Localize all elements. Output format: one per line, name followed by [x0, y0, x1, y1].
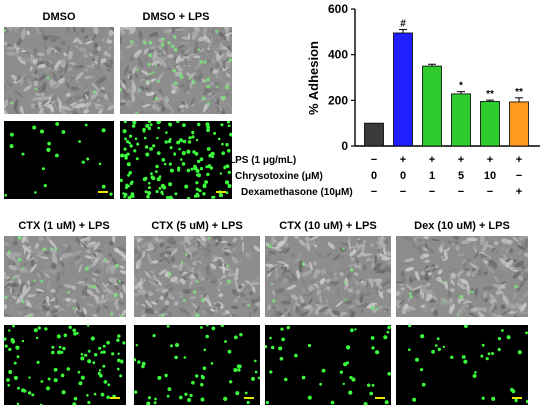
- treatment-row-value: −: [400, 186, 406, 198]
- treatment-row-value: −: [487, 186, 493, 198]
- y-tick-label: 600: [328, 2, 348, 16]
- y-axis-label: % Adhesion: [306, 41, 321, 115]
- treatment-row-value: 0: [400, 170, 406, 182]
- fluorescence-image-ctx-5: [134, 325, 260, 405]
- micrograph-texture: [120, 121, 232, 199]
- treatment-row-value: +: [458, 154, 464, 166]
- bar: [393, 32, 413, 147]
- fluorescence-image-dex-10: [396, 325, 528, 405]
- significance-marker: **: [486, 89, 494, 100]
- micrograph-texture: [134, 236, 260, 317]
- y-tick-label: 400: [328, 48, 348, 62]
- panel-label-ctx-1: CTX (1 uM) + LPS: [18, 220, 110, 232]
- micrograph-texture: [408, 325, 528, 404]
- treatment-row-value: +: [487, 154, 493, 166]
- treatment-row-label: Chrysotoxine (μM): [235, 171, 323, 182]
- treatment-row-value: −: [371, 154, 377, 166]
- micrograph-texture: [120, 27, 232, 114]
- treatment-row-value: +: [400, 154, 406, 166]
- brightfield-image-dmso: [4, 27, 114, 114]
- significance-marker: #: [400, 19, 406, 30]
- y-tick-label: 0: [341, 139, 348, 153]
- micrograph-texture: [4, 325, 126, 405]
- significance-marker: **: [515, 87, 523, 98]
- treatment-row-value: +: [429, 154, 435, 166]
- treatment-row-value: 10: [484, 170, 496, 182]
- treatment-row-value: −: [429, 186, 435, 198]
- bar: [451, 93, 471, 147]
- panel-label-dmso-lps: DMSO + LPS: [142, 11, 210, 23]
- micrograph-texture: [265, 236, 391, 317]
- fluorescence-image-ctx-1: [4, 325, 126, 405]
- fluorescence-image-dmso: [4, 121, 114, 199]
- brightfield-image-ctx-1: [4, 236, 126, 317]
- micrograph-texture: [4, 122, 113, 197]
- significance-marker: *: [459, 81, 463, 92]
- y-tick-label: 200: [328, 93, 348, 107]
- treatment-row-value: −: [516, 170, 522, 182]
- bar: [480, 101, 500, 147]
- brightfield-image-dmso-lps: [120, 27, 232, 114]
- treatment-row-value: −: [458, 186, 464, 198]
- treatment-row-value: −: [371, 186, 377, 198]
- treatment-row-value: 5: [458, 170, 464, 182]
- treatment-row-label: Dexamethasone (10μM): [241, 187, 353, 198]
- bar: [364, 122, 384, 147]
- fluorescence-image-dmso-lps: [120, 121, 232, 199]
- panel-label-dmso: DMSO: [42, 11, 76, 23]
- bar: [422, 65, 442, 147]
- treatment-row-value: +: [516, 186, 522, 198]
- panel-label-ctx-5: CTX (5 uM) + LPS: [151, 220, 243, 232]
- brightfield-image-ctx-10: [265, 236, 391, 317]
- brightfield-image-dex-10: [396, 236, 528, 317]
- panel-label-ctx-10: CTX (10 uM) + LPS: [279, 220, 377, 232]
- treatment-row-value: 0: [371, 170, 377, 182]
- micrograph-texture: [396, 236, 528, 317]
- brightfield-image-ctx-5: [134, 236, 260, 317]
- treatment-row-value: 1: [429, 170, 435, 182]
- micrograph-texture: [265, 325, 391, 405]
- fluorescence-image-ctx-10: [265, 325, 391, 405]
- bar: [509, 101, 529, 147]
- treatment-row-label: LPS (1 μg/mL): [229, 155, 296, 166]
- micrograph-texture: [4, 27, 114, 114]
- micrograph-texture: [134, 325, 260, 405]
- panel-label-dex-10: Dex (10 uM) + LPS: [414, 220, 510, 232]
- treatment-row-value: +: [516, 154, 522, 166]
- micrograph-texture: [4, 236, 126, 317]
